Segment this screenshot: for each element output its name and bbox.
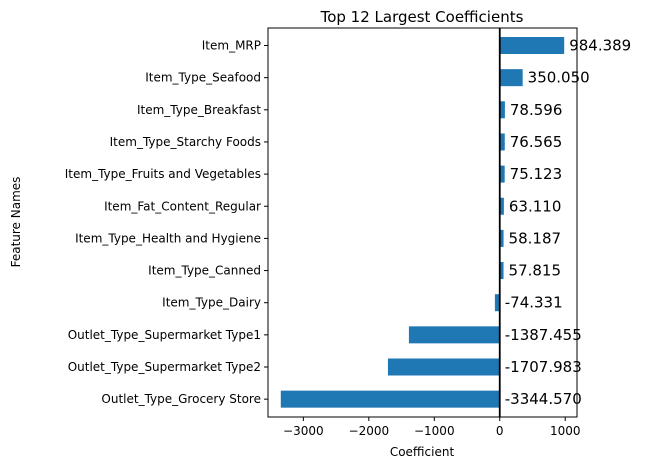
data-label: 984.389 [569, 37, 631, 55]
x-axis: −3000 −2000 −1000 0 1000 [283, 417, 580, 438]
bar [387, 358, 500, 376]
y-tick-label: Item_Type_Canned [148, 264, 261, 278]
bar [499, 101, 505, 119]
bars-group [280, 37, 565, 408]
plot-frame [267, 27, 578, 418]
value-labels-group: 984.389 350.050 78.596 76.565 75.123 63.110 58… [505, 37, 631, 409]
y-tick-label: Item_Type_Starchy Foods [110, 135, 261, 149]
data-label: 58.187 [509, 229, 562, 247]
y-tick-label: Outlet_Type_Supermarket Type2 [68, 360, 261, 374]
data-label: -74.331 [505, 294, 563, 312]
y-axis-label: Feature Names [9, 177, 23, 268]
bar [499, 133, 505, 151]
data-label: 63.110 [509, 197, 562, 215]
y-tick-label: Item_MRP [202, 39, 261, 53]
x-tick-label: 0 [496, 424, 504, 438]
bar [408, 326, 500, 344]
data-label: 78.596 [510, 101, 563, 119]
bar [499, 229, 504, 247]
data-label: -3344.570 [505, 390, 582, 408]
y-axis: Item_MRP Item_Type_Seafood Item_Type_Break… [65, 39, 268, 406]
y-tick-label: Item_Type_Fruits and Vegetables [65, 167, 261, 181]
y-tick-label: Outlet_Type_Supermarket Type1 [68, 328, 261, 342]
x-tick-label: −1000 [414, 424, 455, 438]
bar [499, 165, 505, 183]
x-tick-label: −3000 [283, 424, 324, 438]
chart-title: Top 12 Largest Coefficients [320, 8, 524, 26]
x-tick-label: −2000 [349, 424, 390, 438]
bar [494, 294, 500, 312]
y-tick-label: Item_Type_Health and Hygiene [75, 231, 261, 245]
data-label: -1387.455 [505, 326, 582, 344]
y-tick-label: Item_Fat_Content_Regular [104, 199, 261, 213]
data-label: 350.050 [528, 69, 590, 87]
y-tick-label: Outlet_Type_Grocery Store [101, 392, 261, 406]
y-tick-label: Item_Type_Seafood [145, 71, 261, 85]
x-axis-label: Coefficient [390, 445, 455, 459]
bar [499, 37, 565, 54]
bar [499, 69, 523, 87]
bar [280, 390, 500, 408]
data-label: 76.565 [510, 133, 563, 151]
y-tick-label: Item_Type_Breakfast [137, 103, 261, 117]
data-label: 57.815 [509, 262, 562, 280]
data-label: 75.123 [510, 165, 562, 183]
bar [499, 262, 504, 280]
x-tick-label: 1000 [550, 424, 581, 438]
bar [499, 197, 504, 215]
data-label: -1707.983 [505, 358, 582, 376]
y-tick-label: Item_Type_Dairy [162, 296, 261, 310]
